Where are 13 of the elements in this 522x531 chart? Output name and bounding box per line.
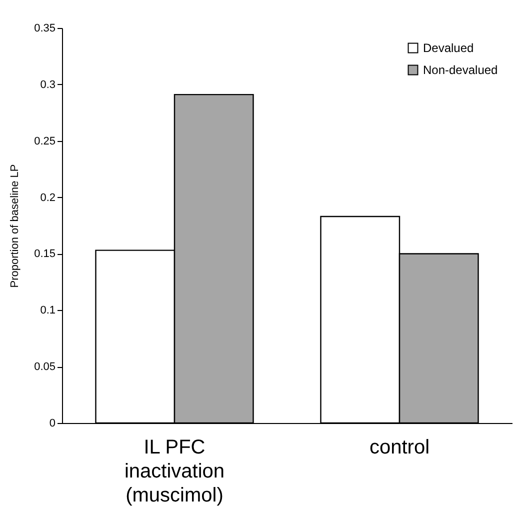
y-tick-label: 0.2 — [40, 192, 56, 204]
y-tick-label: 0.25 — [34, 135, 56, 148]
x-tick-label: IL PFC inactivation (muscimol) — [124, 436, 225, 506]
y-tick-label: 0.3 — [40, 78, 56, 91]
y-tick-label: 0.35 — [34, 22, 56, 34]
y-tick-label: 0 — [49, 418, 56, 430]
y-tick-label: 0.15 — [34, 248, 56, 260]
y-axis-title: Proportion of baseline LP — [9, 164, 22, 288]
y-tick-label: 0.05 — [34, 361, 56, 374]
x-tick-label: control — [369, 436, 430, 458]
legend-label: Non-devalued — [423, 63, 498, 77]
y-tick-label: 0.1 — [40, 304, 56, 317]
legend-label: Devalued — [423, 41, 474, 55]
